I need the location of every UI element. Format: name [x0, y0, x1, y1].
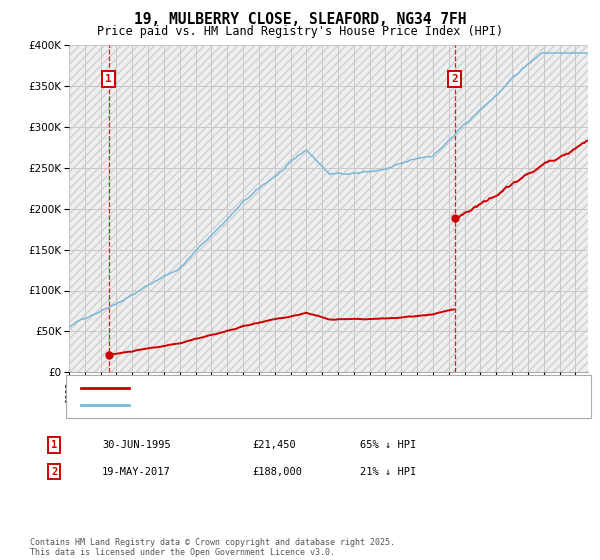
Text: 19, MULBERRY CLOSE, SLEAFORD, NG34 7FH (detached house): 19, MULBERRY CLOSE, SLEAFORD, NG34 7FH (…	[138, 383, 461, 393]
Text: £21,450: £21,450	[252, 440, 296, 450]
Text: 1: 1	[51, 440, 57, 450]
Text: HPI: Average price, detached house, North Kesteven: HPI: Average price, detached house, Nort…	[138, 400, 432, 410]
Text: Contains HM Land Registry data © Crown copyright and database right 2025.
This d: Contains HM Land Registry data © Crown c…	[30, 538, 395, 557]
Text: 19-MAY-2017: 19-MAY-2017	[102, 466, 171, 477]
Text: 2: 2	[451, 74, 458, 84]
Text: 1: 1	[105, 74, 112, 84]
Text: £188,000: £188,000	[252, 466, 302, 477]
Text: 21% ↓ HPI: 21% ↓ HPI	[360, 466, 416, 477]
Text: 19, MULBERRY CLOSE, SLEAFORD, NG34 7FH: 19, MULBERRY CLOSE, SLEAFORD, NG34 7FH	[134, 12, 466, 27]
Text: 65% ↓ HPI: 65% ↓ HPI	[360, 440, 416, 450]
Text: 2: 2	[51, 466, 57, 477]
Text: 30-JUN-1995: 30-JUN-1995	[102, 440, 171, 450]
Text: Price paid vs. HM Land Registry's House Price Index (HPI): Price paid vs. HM Land Registry's House …	[97, 25, 503, 38]
